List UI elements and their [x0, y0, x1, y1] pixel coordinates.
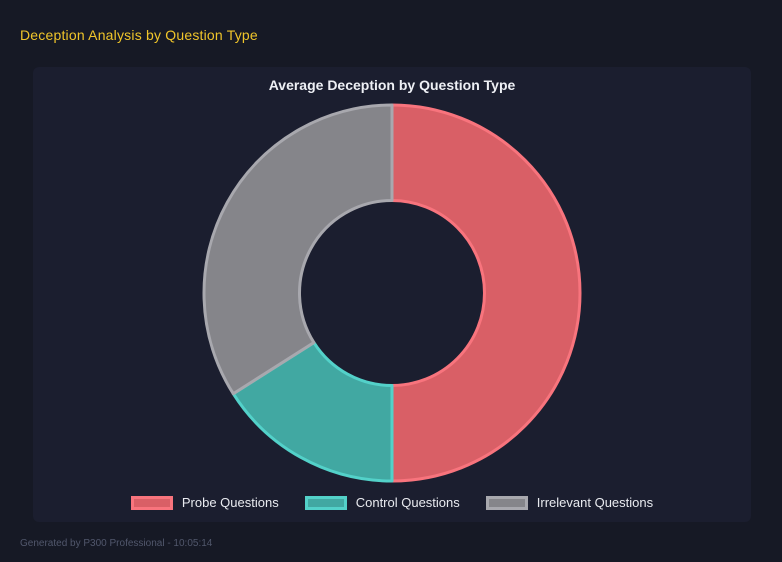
legend-swatch-control-questions	[304, 495, 347, 510]
chart-legend: Probe Questions Control Questions Irreleva…	[33, 495, 751, 510]
legend-label-control-questions: Control Questions	[355, 495, 460, 510]
donut-segment-control-questions[interactable]	[231, 341, 394, 483]
legend-label-probe-questions: Probe Questions	[181, 495, 279, 510]
legend-item-probe-questions[interactable]: Probe Questions	[130, 495, 279, 510]
legend-swatch-irrelevant-questions	[485, 495, 528, 510]
chart-title: Average Deception by Question Type	[268, 77, 516, 93]
legend-item-control-questions[interactable]: Control Questions	[304, 495, 460, 510]
legend-swatch-probe-questions	[130, 495, 173, 510]
legend-item-irrelevant-questions[interactable]: Irrelevant Questions	[485, 495, 654, 510]
donut-segment-probe-questions[interactable]	[390, 103, 582, 483]
chart-panel: Average Deception by Question Type Probe…	[33, 67, 751, 522]
donut-chart	[202, 103, 582, 483]
page-title: Deception Analysis by Question Type	[20, 27, 258, 43]
donut-segment-irrelevant-questions[interactable]	[202, 103, 394, 396]
legend-label-irrelevant-questions: Irrelevant Questions	[536, 495, 654, 510]
footer-text: Generated by P300 Professional - 10:05:1…	[20, 538, 213, 549]
